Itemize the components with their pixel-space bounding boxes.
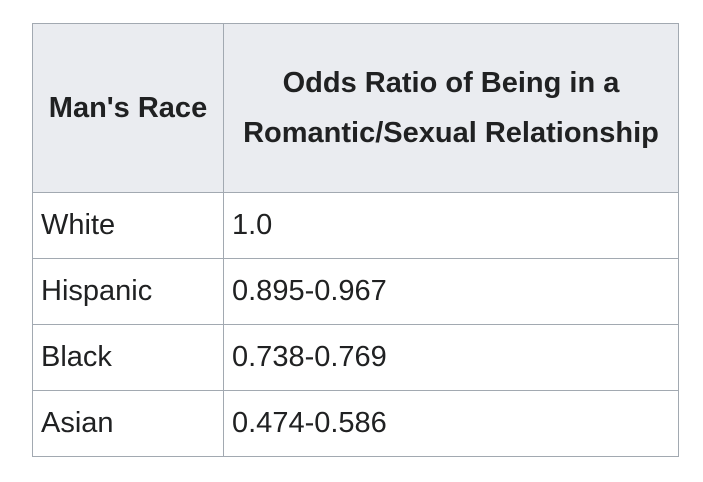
header-cell: Odds Ratio of Being in a Romantic/Sexual…: [223, 23, 679, 193]
header-row: Man's Race Odds Ratio of Being in a Roma…: [32, 23, 679, 193]
table-cell: Hispanic: [32, 258, 224, 325]
table-cell: White: [32, 192, 224, 259]
table-row: White 1.0: [32, 192, 679, 259]
table-body: White 1.0 Hispanic 0.895-0.967 Black 0.738-0.…: [32, 192, 679, 457]
table-cell: 0.895-0.967: [223, 258, 679, 325]
header-cell: Man's Race: [32, 23, 224, 193]
table-cell: 0.474-0.586: [223, 390, 679, 457]
table-cell: Black: [32, 324, 224, 391]
table-cell: Asian: [32, 390, 224, 457]
table-row: Black 0.738-0.769: [32, 324, 679, 391]
table-row: Hispanic 0.895-0.967: [32, 258, 679, 325]
data-table: Man's Race Odds Ratio of Being in a Roma…: [32, 23, 679, 457]
table-cell: 0.738-0.769: [223, 324, 679, 391]
table-row: Asian 0.474-0.586: [32, 390, 679, 457]
table-cell: 1.0: [223, 192, 679, 259]
